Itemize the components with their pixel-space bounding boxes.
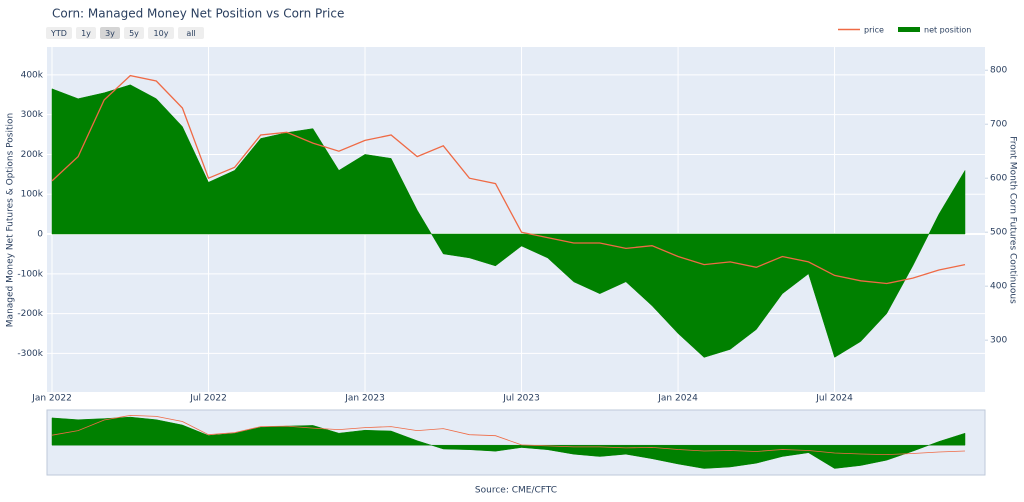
y-tick-label: -200k (17, 309, 43, 319)
x-tick-label: Jan 2024 (657, 394, 698, 404)
y2-tick-label: 300 (990, 336, 1007, 346)
range-button[interactable]: all (178, 27, 204, 39)
y-tick-label: 0 (37, 230, 43, 240)
chart-title: Corn: Managed Money Net Position vs Corn… (52, 7, 344, 21)
y2-axis-title: Front Month Corn Futures Continuous (1008, 136, 1018, 304)
legend-label: net position (924, 26, 971, 35)
button-bg[interactable] (100, 27, 120, 39)
button-bg[interactable] (124, 27, 144, 39)
legend-label: price (864, 26, 884, 35)
y-tick-label: -300k (17, 349, 43, 359)
y2-tick-label: 600 (990, 174, 1007, 184)
range-button[interactable]: 3y (100, 27, 120, 39)
button-label[interactable]: 10y (154, 29, 169, 38)
line-mini (51, 414, 966, 456)
x-tick-label: Jul 2022 (189, 394, 227, 404)
range-button[interactable]: 1y (76, 27, 96, 39)
y-tick-label: 100k (21, 190, 44, 200)
line (51, 74, 966, 285)
x-tick-label: Jul 2024 (815, 394, 853, 404)
button-bg[interactable] (76, 27, 96, 39)
x-tick-label: Jan 2023 (344, 394, 385, 404)
button-label[interactable]: all (186, 29, 195, 38)
area-mini (51, 416, 966, 469)
range-button[interactable]: 5y (124, 27, 144, 39)
y-tick-label: 200k (21, 150, 44, 160)
button-label[interactable]: 1y (81, 29, 91, 38)
y-tick-label: 300k (21, 110, 44, 120)
y2-tick-label: 500 (990, 228, 1007, 238)
x-tick-label: Jul 2023 (502, 394, 540, 404)
range-button[interactable]: 10y (148, 27, 174, 39)
button-label[interactable]: 5y (129, 29, 139, 38)
range-button[interactable]: YTD (46, 27, 72, 39)
source-note: Source: CME/CFTC (475, 486, 557, 496)
button-bg[interactable] (148, 27, 174, 39)
y2-tick-label: 800 (990, 66, 1007, 76)
legend-swatch (898, 27, 920, 32)
y2-tick-label: 700 (990, 120, 1007, 130)
x-tick-label: Jan 2022 (31, 394, 72, 404)
y2-tick-label: 400 (990, 282, 1007, 292)
button-label[interactable]: 3y (105, 29, 115, 38)
area (51, 84, 966, 358)
y-tick-label: 400k (21, 70, 44, 80)
y-axis-title: Managed Money Net Futures & Options Posi… (6, 113, 16, 327)
button-bg[interactable] (178, 27, 204, 39)
y-tick-label: -100k (17, 269, 43, 279)
button-label[interactable]: YTD (50, 29, 67, 38)
button-bg[interactable] (46, 27, 72, 39)
